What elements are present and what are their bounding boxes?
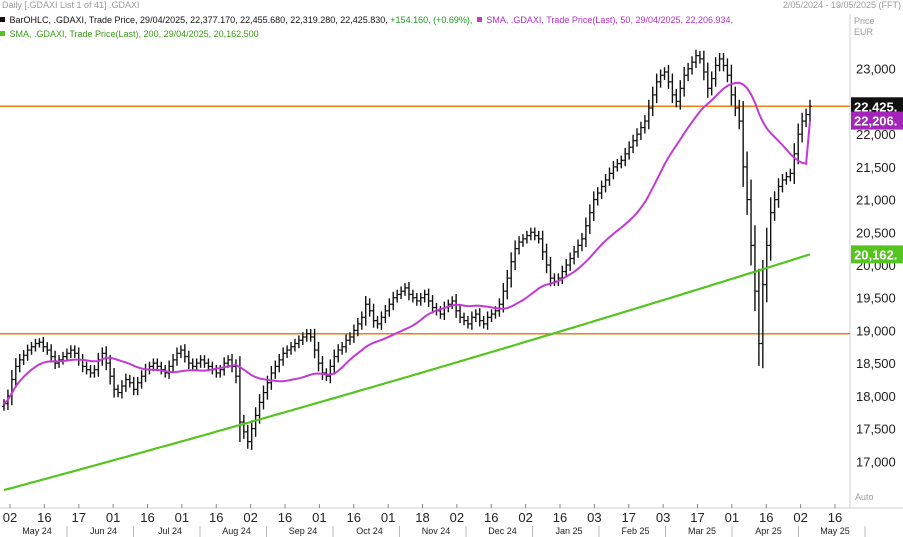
y-tick-label: 17,000 <box>856 454 896 469</box>
month-label: Sep 24 <box>289 526 318 536</box>
x-tick-label: 17 <box>72 510 86 525</box>
x-tick-label: 02 <box>3 510 17 525</box>
tag-background <box>851 97 903 116</box>
x-tick-label: 16 <box>553 510 567 525</box>
x-tick-label: 03 <box>587 510 601 525</box>
y-axis-ticks: 23,00022,50022,00021,50021,00020,50020,0… <box>856 62 896 470</box>
y-tick-label: 19,000 <box>856 323 896 338</box>
legend-sma200-marker <box>0 31 5 36</box>
x-tick-label: 16 <box>209 510 223 525</box>
y-tick-label: 21,500 <box>856 160 896 175</box>
y-tick-label: 22,000 <box>856 127 896 142</box>
tag-label: 22,206. <box>854 114 897 129</box>
last-value-tag-last: 22,425. <box>851 97 903 116</box>
x-tick-label: 16 <box>484 510 498 525</box>
tag-background <box>851 111 903 130</box>
price-axis-title: Price <box>854 16 875 26</box>
month-label: Apr 25 <box>755 526 782 536</box>
x-tick-label: 02 <box>450 510 464 525</box>
x-tick-label: 16 <box>278 510 292 525</box>
month-label: Aug 24 <box>222 526 251 536</box>
legend-ohlc[interactable]: BarOHLC, .GDAXI, Trade Price, 29/04/2025… <box>0 13 850 27</box>
legend: BarOHLC, .GDAXI, Trade Price, 29/04/2025… <box>0 13 850 41</box>
chart-title: Daily [.GDAXI List 1 of 41] .GDAXI <box>2 0 140 10</box>
legend-sma50-text: SMA, .GDAXI, Trade Price(Last), 50, 29/0… <box>486 15 734 25</box>
y-tick-label: 20,500 <box>856 225 896 240</box>
tag-label: 22,425. <box>854 99 897 114</box>
x-tick-label: 16 <box>347 510 361 525</box>
horizontal-lines-layer <box>0 105 850 335</box>
x-tick-label: 02 <box>793 510 807 525</box>
x-tick-label: 16 <box>759 510 773 525</box>
legend-ohlc-marker <box>0 17 5 22</box>
sma50-line <box>3 81 811 405</box>
tag-background <box>851 245 903 264</box>
chart-header: Daily [.GDAXI List 1 of 41] .GDAXI 2/05/… <box>0 0 903 12</box>
legend-sma50-marker <box>476 17 482 22</box>
x-tick-label: 02 <box>518 510 532 525</box>
last-value-tag-sma50: 22,206. <box>851 111 903 130</box>
price-axis-header: Price EUR <box>854 16 875 38</box>
legend-ohlc-text: BarOHLC, .GDAXI, Trade Price, 29/04/2025… <box>9 15 388 25</box>
legend-sma200[interactable]: SMA, .GDAXI, Trade Price(Last), 200, 29/… <box>0 27 850 41</box>
month-label: Jul 24 <box>158 526 182 536</box>
month-label: Dec 24 <box>488 526 517 536</box>
x-tick-label: 01 <box>175 510 189 525</box>
x-tick-label: 16 <box>140 510 154 525</box>
x-tick-label: 16 <box>828 510 842 525</box>
x-tick-label: 01 <box>106 510 120 525</box>
month-label: Mar 25 <box>688 526 716 536</box>
month-label: Jun 24 <box>90 526 117 536</box>
last-value-tag-sma200: 20,162. <box>851 245 903 264</box>
legend-sma200-text: SMA, .GDAXI, Trade Price(Last), 200, 29/… <box>9 29 259 39</box>
y-tick-label: 19,500 <box>856 291 896 306</box>
x-tick-label: 17 <box>622 510 636 525</box>
x-tick-label: 01 <box>381 510 395 525</box>
sma200-line <box>3 253 811 492</box>
tag-label: 20,162. <box>854 247 897 262</box>
x-tick-label: 03 <box>656 510 670 525</box>
x-tick-label: 17 <box>690 510 704 525</box>
x-tick-label: 01 <box>312 510 326 525</box>
x-tick-label: 02 <box>243 510 257 525</box>
last-value-tags: 22,425.22,206. 20,162. <box>851 97 903 264</box>
month-labels: May 24 Jun 24 Jul 24 Aug 24 Sep 24 Oct 24 Nov … <box>22 526 866 537</box>
legend-ohlc-change: +154.160, (+0.69%), <box>390 15 473 25</box>
x-tick-label: 16 <box>37 510 51 525</box>
month-label: May 25 <box>820 526 850 536</box>
y-tick-label: 17,500 <box>856 422 896 437</box>
month-label: Oct 24 <box>356 526 383 536</box>
date-range: 2/05/2024 - 19/05/2025 (FFT) <box>782 0 901 10</box>
ohlc-bars-layer <box>2 49 812 450</box>
x-tick-label: 01 <box>725 510 739 525</box>
month-label: Feb 25 <box>621 526 649 536</box>
y-tick-label: 18,000 <box>856 389 896 404</box>
x-tick-label: 18 <box>415 510 429 525</box>
x-axis-ticks: 02 16 17 01 16 01 16 02 16 01 16 01 18 02 16 02 16 03 17 03… <box>3 504 842 525</box>
month-label: Jan 25 <box>555 526 582 536</box>
y-tick-label: 21,000 <box>856 193 896 208</box>
month-label: Nov 24 <box>422 526 451 536</box>
y-tick-label: 18,500 <box>856 356 896 371</box>
month-label: May 24 <box>22 526 52 536</box>
y-tick-label: 23,000 <box>856 62 896 77</box>
price-axis-currency: EUR <box>854 27 874 37</box>
auto-scale-label[interactable]: Auto <box>855 492 874 502</box>
